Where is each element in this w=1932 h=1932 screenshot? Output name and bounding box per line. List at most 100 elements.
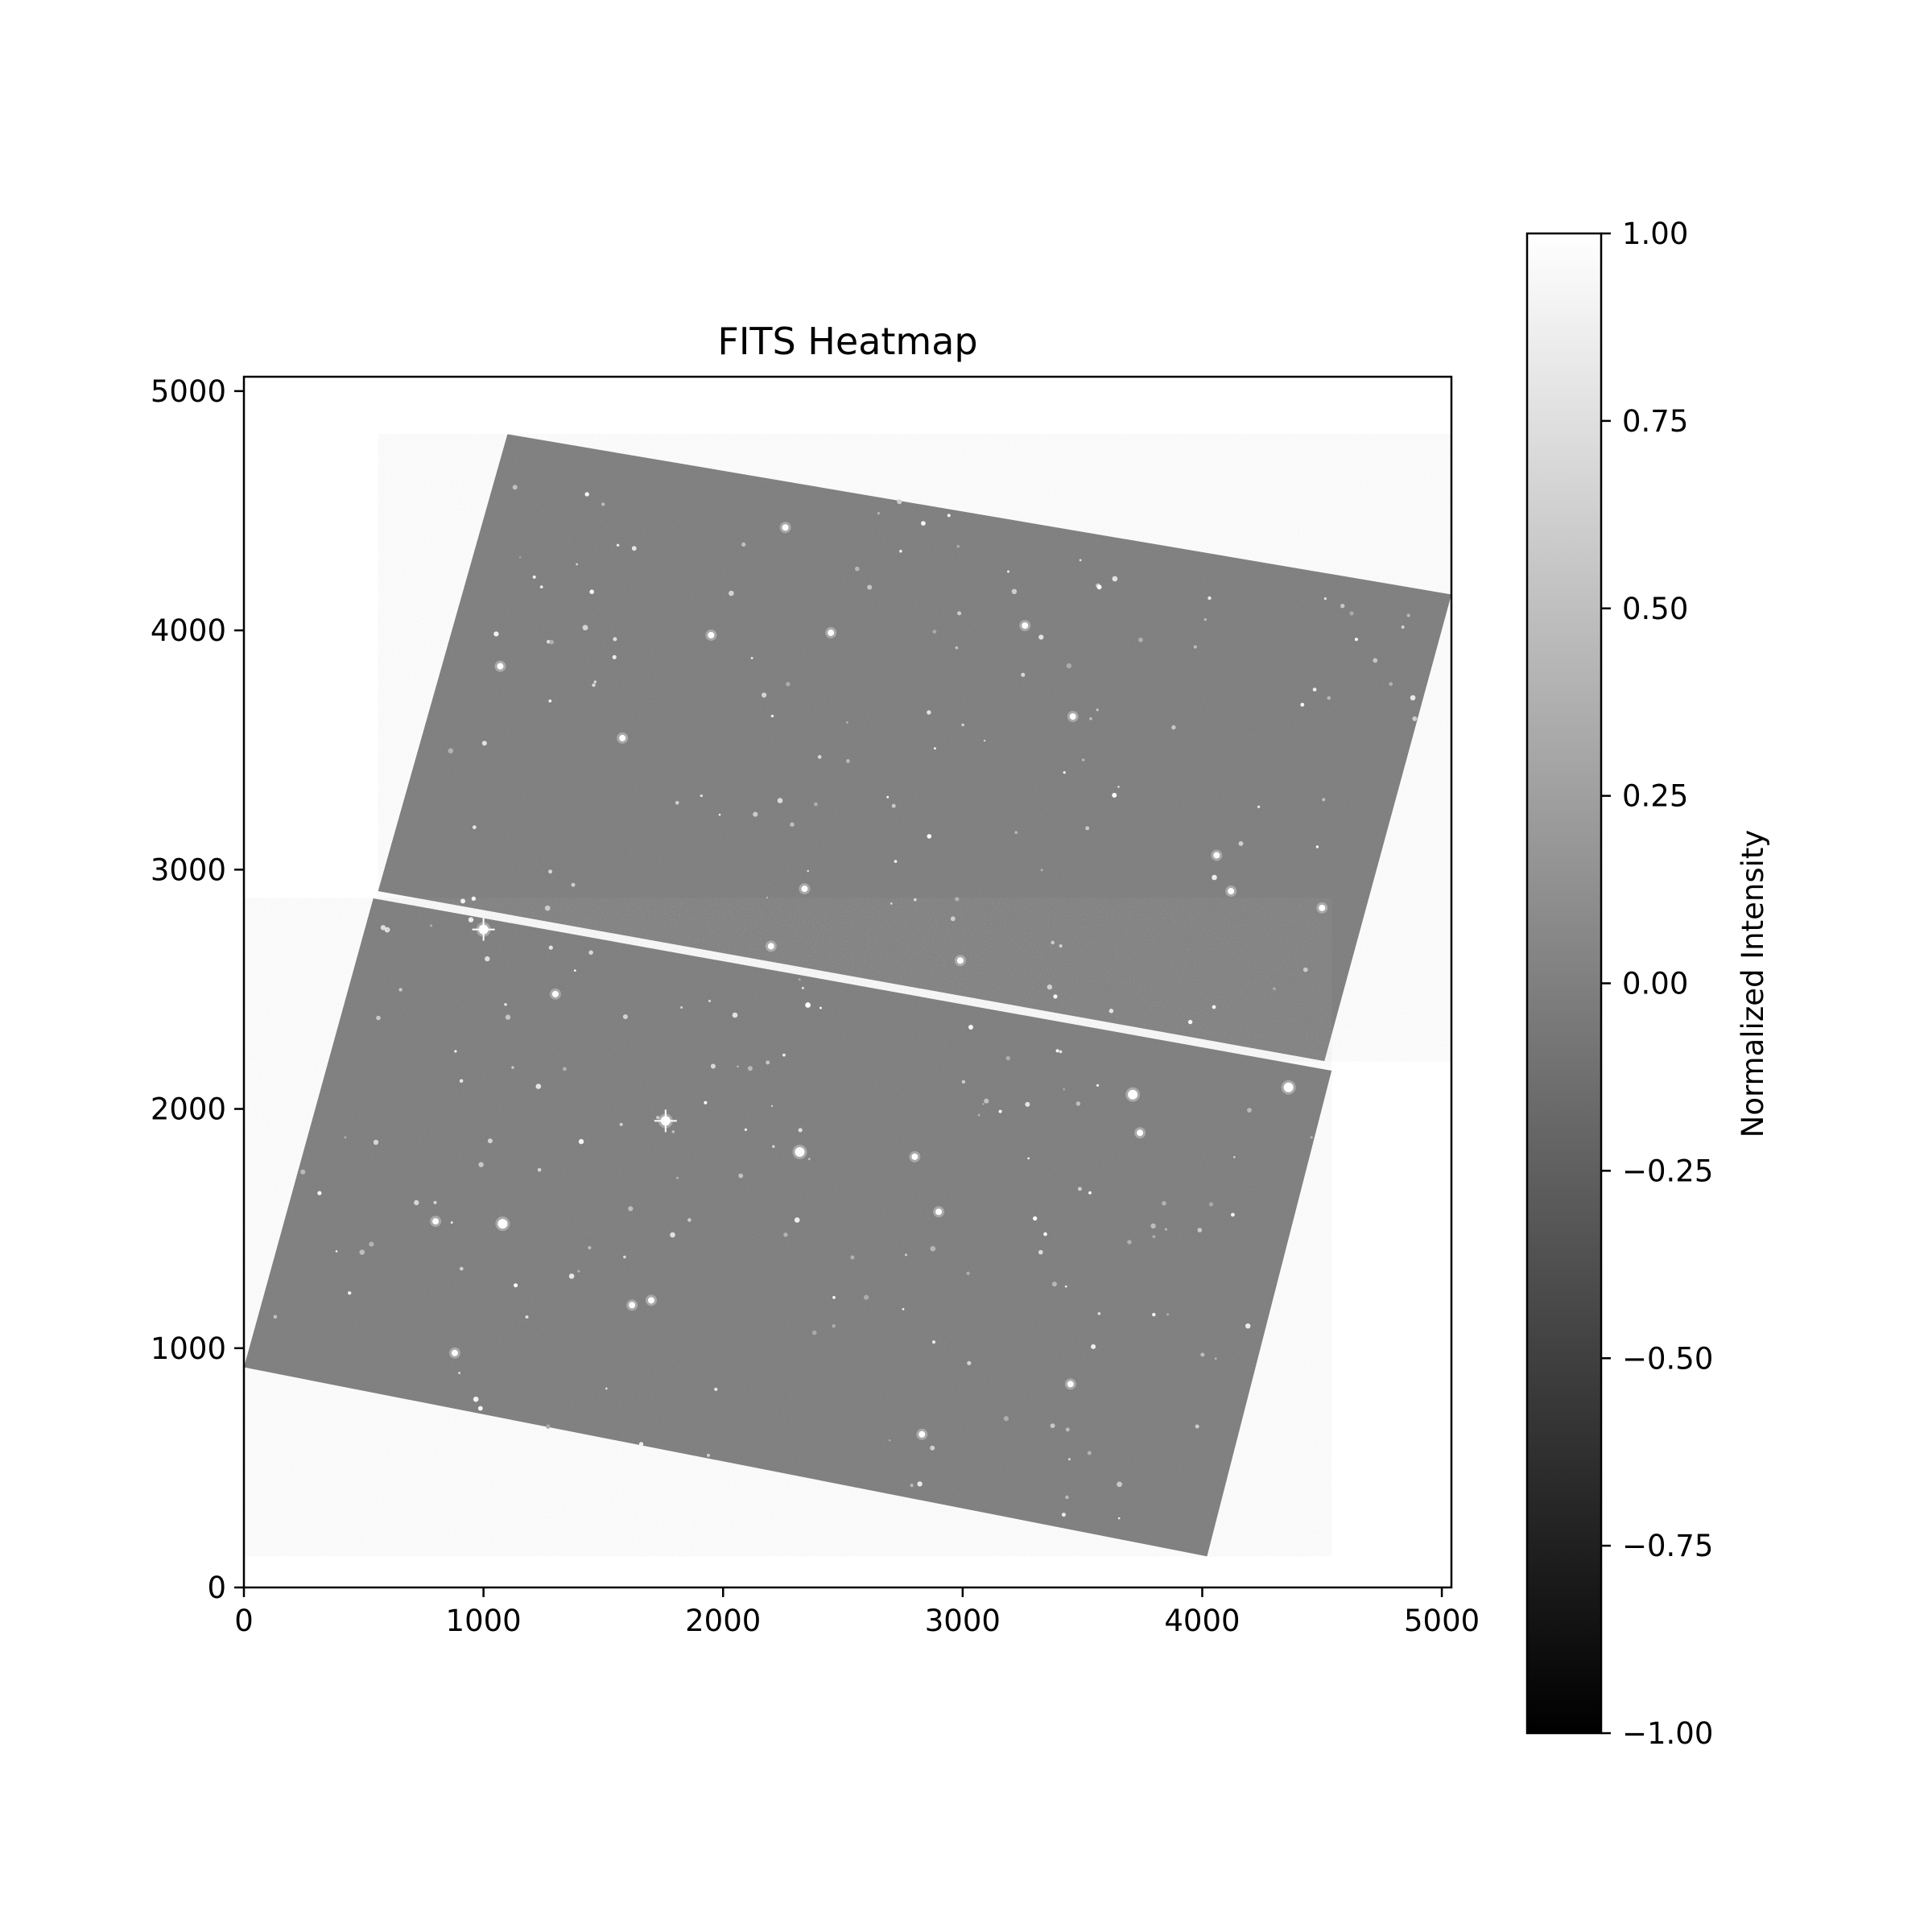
faint-source	[562, 1067, 567, 1071]
faint-source	[1166, 1313, 1170, 1316]
faint-source	[1059, 1050, 1063, 1054]
faint-source	[571, 882, 576, 887]
x-tick-label: 1000	[446, 1604, 522, 1638]
faint-source	[807, 1158, 811, 1161]
faint-source	[956, 544, 960, 548]
bright-source	[1067, 1381, 1074, 1388]
faint-source	[700, 794, 703, 798]
bright-source	[935, 1208, 943, 1216]
faint-source	[493, 631, 499, 637]
faint-source	[613, 637, 617, 642]
faint-source	[601, 502, 605, 506]
faint-source	[766, 1060, 770, 1065]
faint-source	[1406, 613, 1410, 617]
faint-source	[1112, 792, 1117, 798]
faint-source	[798, 978, 801, 981]
faint-source	[537, 1168, 542, 1172]
bright-source	[497, 663, 504, 670]
faint-source	[819, 1006, 822, 1009]
faint-source	[732, 1012, 738, 1018]
faint-source	[794, 1217, 800, 1223]
faint-source	[811, 1330, 817, 1335]
faint-source	[1208, 596, 1212, 601]
faint-source	[458, 1372, 461, 1375]
bright-source	[919, 1430, 926, 1438]
faint-source	[1096, 584, 1102, 590]
bright-source	[619, 734, 626, 741]
faint-source	[1050, 1423, 1055, 1428]
faint-source	[934, 747, 936, 750]
faint-source	[770, 714, 774, 718]
faint-source	[1011, 588, 1018, 594]
faint-source	[1003, 1416, 1009, 1422]
detector-chips	[244, 434, 1451, 1557]
faint-source	[514, 1283, 518, 1288]
faint-source	[1312, 687, 1317, 691]
colorbar-tick-label: −1.00	[1622, 1716, 1713, 1751]
faint-source	[888, 1439, 891, 1442]
faint-source	[605, 1387, 608, 1390]
faint-source	[950, 916, 956, 922]
faint-source	[1014, 831, 1018, 835]
faint-source	[1025, 1101, 1030, 1107]
y-axis: 0 1000 2000 3000 4000 5000	[151, 374, 244, 1605]
faint-source	[505, 1014, 511, 1020]
faint-source	[593, 680, 597, 683]
faint-source	[504, 1003, 507, 1006]
colorbar: 1.00 0.75 0.50 0.25 0.00 −0.25 −0.50 −0.75 −1.00…	[1525, 217, 1770, 1751]
faint-source	[1063, 771, 1066, 774]
faint-source	[832, 1324, 836, 1328]
faint-source	[921, 521, 926, 526]
faint-source	[783, 1232, 788, 1237]
faint-source	[1322, 798, 1326, 802]
x-tick-label: 2000	[685, 1604, 761, 1638]
faint-source	[485, 956, 490, 962]
faint-source	[707, 1453, 710, 1457]
faint-source	[359, 1249, 365, 1255]
faint-source	[968, 1025, 973, 1030]
faint-source	[1389, 682, 1393, 687]
faint-source	[450, 1221, 453, 1224]
faint-source	[1061, 1513, 1066, 1517]
faint-source	[984, 1098, 989, 1104]
faint-source	[589, 589, 594, 594]
faint-source	[547, 639, 551, 644]
faint-source	[373, 1139, 379, 1146]
faint-source	[638, 1442, 644, 1447]
plot-area	[244, 434, 1451, 1557]
faint-source	[454, 1050, 457, 1053]
faint-source	[588, 1245, 592, 1250]
faint-source	[961, 1080, 966, 1084]
faint-source	[1164, 1228, 1167, 1231]
faint-source	[782, 1053, 786, 1057]
x-tick-label: 4000	[1164, 1604, 1240, 1638]
faint-source	[1087, 1451, 1092, 1455]
faint-source	[982, 1103, 985, 1105]
bright-source	[647, 1297, 654, 1304]
faint-source	[481, 741, 487, 746]
faint-source	[805, 1002, 811, 1008]
faint-source	[631, 546, 637, 551]
faint-source	[348, 1291, 352, 1295]
faint-source	[1075, 1101, 1081, 1106]
bright-source	[911, 1153, 919, 1160]
faint-source	[747, 1066, 753, 1071]
faint-source	[478, 1162, 484, 1167]
faint-source	[1117, 1517, 1121, 1520]
faint-source	[525, 1315, 529, 1319]
faint-source	[460, 898, 465, 904]
faint-source	[671, 1130, 675, 1133]
bright-sources	[273, 485, 1418, 1520]
faint-source	[762, 692, 767, 698]
faint-source	[612, 654, 617, 660]
faint-source	[1412, 716, 1418, 721]
faint-source	[894, 860, 898, 863]
faint-source	[1096, 708, 1099, 712]
bright-source	[1069, 713, 1076, 720]
colorbar-tick-label: −0.75	[1622, 1529, 1713, 1563]
faint-source	[744, 1128, 748, 1131]
faint-source	[1108, 1009, 1114, 1013]
faint-source	[718, 813, 721, 816]
faint-source	[1257, 805, 1261, 808]
